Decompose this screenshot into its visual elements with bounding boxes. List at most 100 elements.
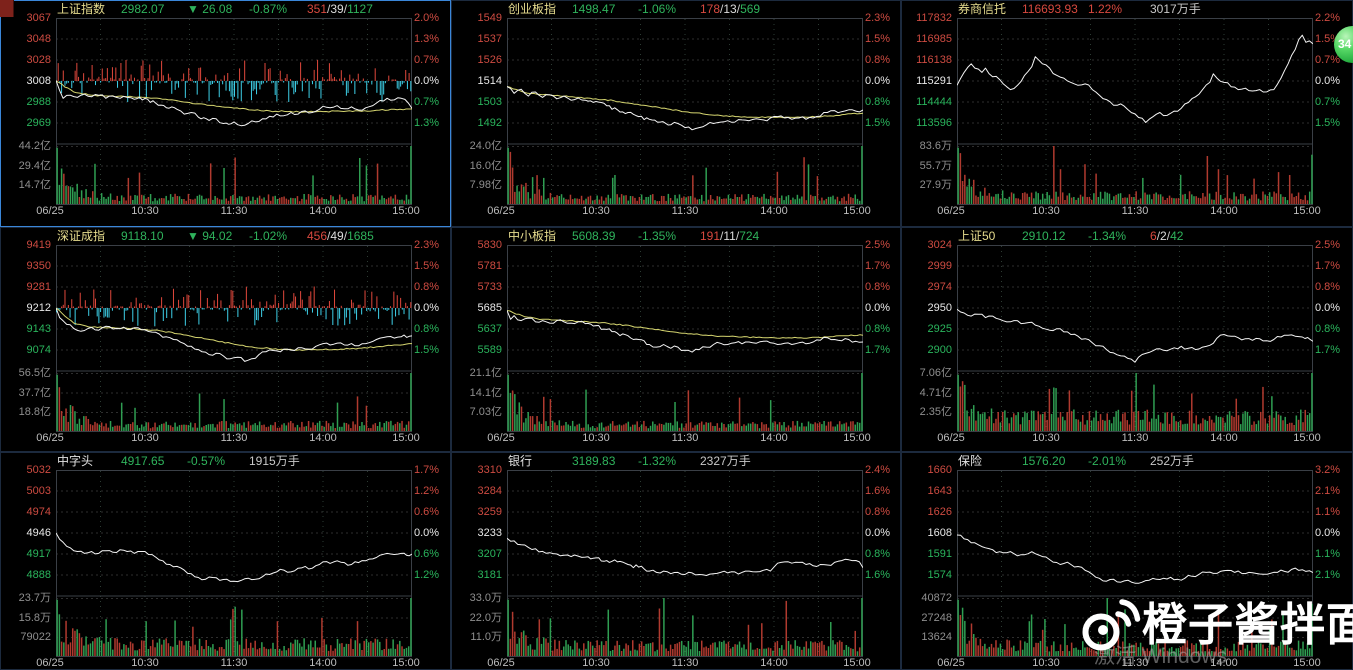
price-axis-label: 1549 bbox=[477, 12, 502, 24]
price-axis-label: 1574 bbox=[927, 569, 952, 581]
last-price: 2910.12 bbox=[1022, 229, 1066, 243]
intraday-chart[interactable] bbox=[957, 245, 1313, 432]
price-line bbox=[957, 534, 1313, 584]
intraday-chart[interactable] bbox=[957, 18, 1313, 205]
price-axis-label: 3008 bbox=[26, 75, 51, 87]
stat-part: / bbox=[720, 229, 724, 243]
price-axis-label: 5733 bbox=[477, 281, 502, 293]
volume-axis-label: 4.71亿 bbox=[919, 387, 952, 399]
intraday-chart[interactable] bbox=[56, 245, 412, 432]
time-axis-label: 10:30 bbox=[582, 205, 610, 217]
market-stat: 2327万手 bbox=[700, 454, 751, 468]
chart-panel-2[interactable]: 创业板指 1498.47 -1.06% 178/13/569 1549 1537 1… bbox=[451, 0, 901, 227]
price-axis-label: 2999 bbox=[927, 260, 952, 272]
intraday-chart[interactable] bbox=[56, 18, 412, 205]
percent-axis-label: 0.7% bbox=[414, 96, 440, 108]
percent-axis-label: 2.5% bbox=[865, 239, 891, 251]
price-axis-label: 3284 bbox=[477, 485, 502, 497]
chart-panel-4[interactable]: 深证成指 9118.10 ▼ 94.02 -1.02% 456/49/1685 … bbox=[0, 227, 451, 452]
percent-axis-label: 1.1% bbox=[1315, 548, 1341, 560]
intraday-chart[interactable] bbox=[957, 470, 1313, 657]
chart-panel-3[interactable]: 券商信托 116693.93 1.22% 3017万手 117832 116985… bbox=[901, 0, 1353, 227]
stat-part: 42 bbox=[1170, 229, 1184, 243]
change-percent: -1.35% bbox=[638, 229, 677, 243]
time-axis-label: 15:00 bbox=[392, 657, 420, 669]
index-name: 上证指数 bbox=[57, 2, 106, 16]
volume-axis-label: 21.1亿 bbox=[469, 367, 502, 379]
time-axis-label: 06/25 bbox=[487, 432, 515, 444]
percent-axis-label: 0.8% bbox=[1315, 281, 1341, 293]
intraday-chart[interactable] bbox=[507, 18, 863, 205]
intraday-chart[interactable] bbox=[507, 245, 863, 432]
time-axis-label: 11:30 bbox=[671, 432, 699, 444]
chart-panel-6[interactable]: 上证50 2910.12 -1.34% 6/2/42 3024 2999 2974 2… bbox=[901, 227, 1353, 452]
chart-panel-7[interactable]: 中字头 4917.65 -0.57% 1915万手 5032 5003 4974 49… bbox=[0, 452, 451, 670]
price-axis-label: 1537 bbox=[477, 33, 502, 45]
chart-panel-5[interactable]: 中小板指 5608.39 -1.35% 191/11/724 5830 5781 5… bbox=[451, 227, 901, 452]
price-axis-label: 3024 bbox=[927, 239, 952, 251]
time-axis-label: 06/25 bbox=[937, 657, 965, 669]
percent-axis-label: 0.0% bbox=[865, 302, 891, 314]
time-axis-label: 10:30 bbox=[1032, 657, 1060, 669]
price-axis-label: 1626 bbox=[927, 506, 952, 518]
percent-axis-label: 0.0% bbox=[865, 527, 891, 539]
percent-axis-label: 0.8% bbox=[865, 96, 891, 108]
change-value: ▼ 26.08 bbox=[187, 2, 233, 16]
change-percent: 1.22% bbox=[1088, 2, 1123, 16]
last-price: 4917.65 bbox=[121, 454, 165, 468]
price-axis-label: 3181 bbox=[477, 569, 502, 581]
time-axis-label: 10:30 bbox=[131, 205, 159, 217]
price-line bbox=[507, 537, 863, 576]
chart-panel-9[interactable]: 保险 1576.20 -2.01% 252万手 1660 1643 1626 1608… bbox=[901, 452, 1353, 670]
stat-part: 456 bbox=[307, 229, 328, 243]
badge-count: 34 bbox=[1338, 37, 1352, 51]
panel-header: 深证成指 9118.10 ▼ 94.02 -1.02% 456/49/1685 bbox=[1, 229, 450, 244]
stat-part: 191 bbox=[700, 229, 721, 243]
time-axis-label: 15:00 bbox=[843, 657, 871, 669]
intraday-chart[interactable] bbox=[56, 470, 412, 657]
intraday-chart[interactable] bbox=[507, 470, 863, 657]
stat-part: 724 bbox=[739, 229, 760, 243]
price-axis-label: 3067 bbox=[26, 12, 51, 24]
percent-axis-label: 1.5% bbox=[1315, 33, 1341, 45]
volume-axis-label: 79022 bbox=[20, 631, 51, 643]
price-line bbox=[957, 308, 1313, 363]
stat-part: / bbox=[1166, 229, 1171, 243]
time-axis-label: 11:30 bbox=[1121, 432, 1149, 444]
last-price: 1576.20 bbox=[1022, 454, 1066, 468]
percent-axis-label: 0.8% bbox=[865, 281, 891, 293]
price-axis-label: 3259 bbox=[477, 506, 502, 518]
volume-axis-label: 27248 bbox=[921, 612, 952, 624]
percent-axis-label: 1.5% bbox=[865, 33, 891, 45]
index-name: 上证50 bbox=[958, 229, 996, 243]
stat-part: / bbox=[327, 229, 331, 243]
stat-part: / bbox=[736, 2, 741, 16]
percent-axis-label: 1.2% bbox=[414, 485, 440, 497]
time-axis-label: 15:00 bbox=[1293, 205, 1321, 217]
price-line bbox=[56, 307, 412, 362]
price-axis-label: 3207 bbox=[477, 548, 502, 560]
percent-axis-label: 0.8% bbox=[865, 506, 891, 518]
price-line bbox=[56, 532, 412, 583]
price-axis-label: 5830 bbox=[477, 239, 502, 251]
volume-axis-label: 18.8亿 bbox=[18, 406, 51, 418]
chart-panel-8[interactable]: 银行 3189.83 -1.32% 2327万手 3310 3284 3259 323… bbox=[451, 452, 901, 670]
time-axis-label: 06/25 bbox=[937, 205, 965, 217]
percent-axis-label: 2.2% bbox=[1315, 12, 1341, 24]
chart-panel-1[interactable]: 上证指数 2982.07 ▼ 26.08 -0.87% 351/39/1127 … bbox=[0, 0, 451, 227]
windows-activation-watermark: 激活 Windows bbox=[1094, 645, 1228, 668]
percent-axis-label: 0.7% bbox=[414, 54, 440, 66]
percent-axis-label: 0.0% bbox=[1315, 75, 1341, 87]
price-axis-label: 1660 bbox=[927, 464, 952, 476]
price-axis-label: 2925 bbox=[927, 323, 952, 335]
panel-header: 创业板指 1498.47 -1.06% 178/13/569 bbox=[452, 2, 900, 17]
percent-axis-label: 1.7% bbox=[414, 464, 440, 476]
percent-axis-label: 3.2% bbox=[1315, 464, 1341, 476]
percent-axis-label: 0.7% bbox=[1315, 96, 1341, 108]
change-percent: -1.34% bbox=[1088, 229, 1127, 243]
percent-axis-label: 2.0% bbox=[414, 12, 440, 24]
market-stat: 6/2/42 bbox=[1150, 229, 1183, 244]
stat-part: 1685 bbox=[347, 229, 374, 243]
time-axis-label: 10:30 bbox=[1032, 205, 1060, 217]
floating-badge[interactable]: 34 bbox=[1334, 26, 1353, 63]
